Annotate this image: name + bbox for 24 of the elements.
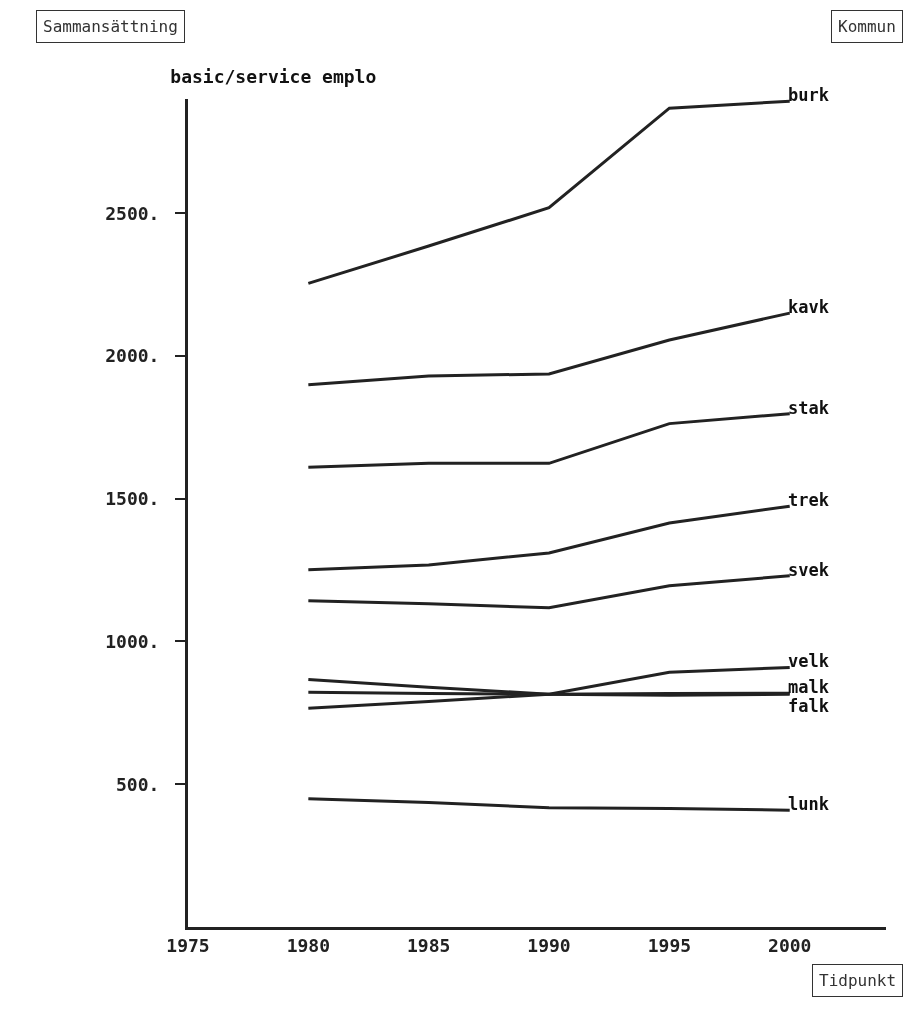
series-label: burk: [788, 85, 829, 105]
series-label: kavk: [788, 297, 829, 317]
y-tick-label: 2000.: [105, 345, 160, 367]
x-tick-label: 1995: [647, 934, 692, 956]
y-tick-label: 2500.: [105, 202, 160, 224]
text: Kommun: [838, 17, 896, 36]
x-tick-label: 1975: [166, 934, 210, 956]
y-tick-label: 1000.: [105, 630, 160, 652]
y-tick-label: 1500.: [105, 488, 160, 510]
text: Sammansättning: [43, 17, 178, 36]
x-axis-title: Tidpunkt: [819, 971, 897, 990]
series-label: lunk: [788, 794, 829, 814]
series-label: svek: [788, 560, 829, 580]
x-tick-label: 1980: [286, 934, 331, 956]
y-tick-label: 500.: [116, 773, 160, 795]
series-label: falk: [788, 696, 829, 716]
series-label: malk: [788, 677, 829, 697]
series-label: trek: [788, 490, 829, 510]
x-tick-label: 2000: [768, 934, 812, 956]
series-label: velk: [788, 651, 829, 671]
series-label: stak: [788, 398, 829, 418]
chart-title: basic/service emplo: [170, 66, 377, 88]
x-tick-label: 1990: [527, 934, 571, 956]
x-tick-label: 1985: [407, 934, 451, 956]
